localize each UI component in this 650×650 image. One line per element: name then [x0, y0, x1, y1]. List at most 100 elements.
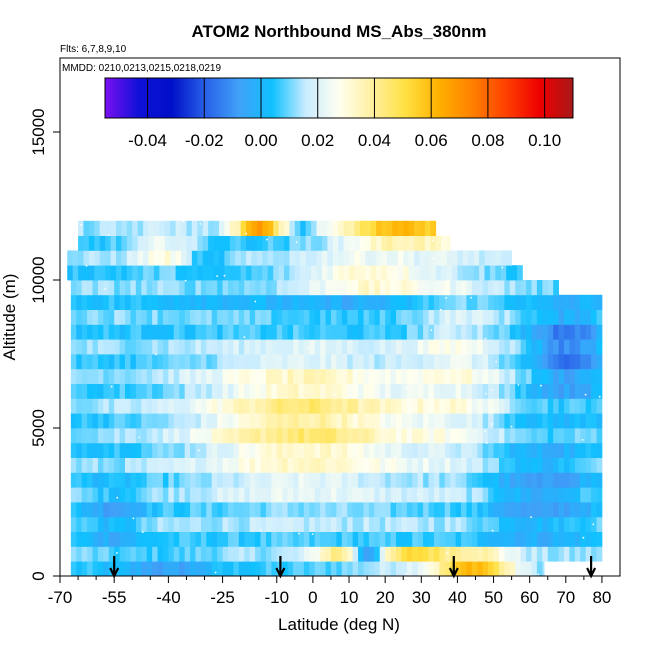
heatmap-cell — [200, 309, 207, 325]
heatmap-cell — [157, 398, 164, 414]
heatmap-cell — [455, 294, 462, 310]
heatmap-cell — [255, 368, 261, 384]
heatmap-cell — [213, 220, 220, 236]
heatmap-cell — [390, 472, 397, 488]
heatmap-cell — [300, 265, 307, 281]
heatmap-cell — [444, 354, 451, 370]
heatmap-cell — [260, 561, 267, 576]
heatmap-cell — [347, 546, 354, 562]
heatmap-cell — [397, 235, 404, 251]
heatmap-cell — [293, 516, 299, 532]
heatmap-cell — [87, 383, 93, 399]
heatmap-cell — [108, 413, 115, 429]
heatmap-cell — [352, 398, 359, 414]
heatmap-cell — [298, 457, 305, 473]
heatmap-cell — [574, 442, 581, 458]
heatmap-cell — [135, 428, 142, 444]
heatmap-cell — [265, 487, 272, 503]
heatmap-cell — [173, 368, 180, 384]
heatmap-cell — [238, 398, 245, 414]
heatmap-cell — [444, 280, 451, 296]
heatmap-cell — [412, 502, 419, 518]
heatmap-cell — [320, 398, 326, 414]
heatmap-cell — [450, 413, 457, 429]
heatmap-cell — [564, 294, 570, 310]
heatmap-cell — [406, 354, 413, 370]
heatmap-cell — [542, 457, 549, 473]
heatmap-cell — [325, 531, 332, 547]
heatmap-cell — [363, 398, 370, 414]
heatmap-cell — [381, 220, 388, 236]
heatmap-cell — [396, 368, 402, 384]
heatmap-cell — [217, 457, 223, 473]
heatmap-cell — [558, 442, 565, 458]
heatmap-cell — [493, 280, 500, 296]
heatmap-cell — [547, 442, 554, 458]
heatmap-cell — [580, 413, 587, 429]
heatmap-cell — [591, 472, 597, 488]
heatmap-cell — [168, 428, 175, 444]
heatmap-cell — [363, 383, 370, 399]
heatmap-cell — [311, 235, 317, 251]
heatmap-cell — [374, 383, 381, 399]
heatmap-cell — [282, 546, 289, 562]
heatmap-cell — [76, 339, 83, 355]
heatmap-cell — [168, 280, 175, 296]
heatmap-cell — [282, 354, 289, 370]
heatmap-cell — [526, 324, 532, 340]
heatmap-cell — [233, 442, 240, 458]
heatmap-cell — [385, 383, 391, 399]
heatmap-cell — [379, 398, 386, 414]
measurement-dot — [510, 425, 513, 428]
heatmap-cell — [256, 265, 263, 281]
heatmap-cell — [349, 250, 355, 266]
heatmap-cell — [461, 294, 467, 310]
heatmap-cell — [412, 428, 419, 444]
heatmap-cell — [509, 339, 516, 355]
heatmap-cell — [181, 220, 187, 236]
heatmap-cell — [293, 531, 299, 547]
heatmap-cell — [493, 383, 500, 399]
heatmap-cell — [146, 368, 153, 384]
heatmap-cell — [569, 383, 576, 399]
heatmap-cell — [206, 309, 213, 325]
heatmap-cell — [564, 354, 570, 370]
heatmap-cell — [240, 235, 247, 251]
heatmap-cell — [233, 428, 240, 444]
heatmap-cell — [498, 294, 505, 310]
heatmap-cell — [428, 413, 435, 429]
heatmap-cell — [466, 280, 473, 296]
heatmap-cell — [444, 413, 451, 429]
heatmap-cell — [303, 487, 310, 503]
heatmap-cell — [179, 280, 186, 296]
heatmap-cell — [412, 457, 419, 473]
heatmap-cell — [396, 487, 402, 503]
heatmap-cell — [211, 487, 218, 503]
heatmap-cell — [580, 457, 587, 473]
heatmap-cell — [385, 309, 391, 325]
heatmap-cell — [439, 561, 446, 576]
heatmap-cell — [164, 250, 171, 266]
heatmap-cell — [311, 250, 317, 266]
heatmap-cell — [271, 531, 278, 547]
heatmap-cell — [358, 398, 364, 414]
heatmap-cell — [130, 472, 137, 488]
heatmap-cell — [403, 265, 410, 281]
heatmap-cell — [428, 516, 435, 532]
heatmap-cell — [444, 442, 451, 458]
heatmap-cell — [482, 368, 489, 384]
heatmap-cell — [498, 383, 505, 399]
heatmap-cell — [536, 546, 543, 562]
heatmap-cell — [596, 516, 603, 532]
heatmap-cell — [146, 309, 153, 325]
heatmap-cell — [417, 413, 424, 429]
heatmap-cell — [293, 280, 299, 296]
heatmap-cells — [67, 220, 603, 576]
heatmap-cell — [211, 502, 218, 518]
heatmap-cell — [321, 265, 328, 281]
heatmap-cell — [303, 309, 310, 325]
heatmap-cell — [417, 472, 424, 488]
heatmap-cell — [262, 265, 269, 281]
y-tick-label: 5000 — [29, 409, 48, 447]
heatmap-cell — [368, 546, 375, 562]
